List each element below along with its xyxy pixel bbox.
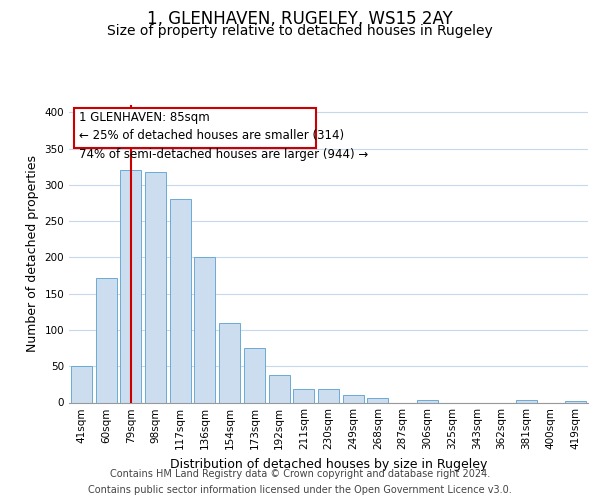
Bar bbox=[417, 400, 438, 402]
Bar bbox=[367, 398, 388, 402]
Text: Contains public sector information licensed under the Open Government Licence v3: Contains public sector information licen… bbox=[88, 485, 512, 495]
Bar bbox=[565, 401, 586, 402]
Text: Contains HM Land Registry data © Crown copyright and database right 2024.: Contains HM Land Registry data © Crown c… bbox=[110, 469, 490, 479]
Y-axis label: Number of detached properties: Number of detached properties bbox=[26, 155, 39, 352]
FancyBboxPatch shape bbox=[74, 108, 316, 148]
Text: 1 GLENHAVEN: 85sqm
← 25% of detached houses are smaller (314)
74% of semi-detach: 1 GLENHAVEN: 85sqm ← 25% of detached hou… bbox=[79, 111, 368, 161]
Text: 1, GLENHAVEN, RUGELEY, WS15 2AY: 1, GLENHAVEN, RUGELEY, WS15 2AY bbox=[147, 10, 453, 28]
Bar bbox=[95, 278, 116, 402]
Bar bbox=[145, 172, 166, 402]
Bar bbox=[219, 322, 240, 402]
Bar bbox=[343, 395, 364, 402]
Bar bbox=[293, 390, 314, 402]
Text: Size of property relative to detached houses in Rugeley: Size of property relative to detached ho… bbox=[107, 24, 493, 38]
Bar bbox=[516, 400, 537, 402]
Bar bbox=[269, 375, 290, 402]
Bar bbox=[71, 366, 92, 403]
X-axis label: Distribution of detached houses by size in Rugeley: Distribution of detached houses by size … bbox=[170, 458, 487, 471]
Bar bbox=[170, 200, 191, 402]
Bar bbox=[318, 390, 339, 402]
Bar bbox=[120, 170, 141, 402]
Bar bbox=[244, 348, 265, 403]
Bar bbox=[194, 258, 215, 402]
